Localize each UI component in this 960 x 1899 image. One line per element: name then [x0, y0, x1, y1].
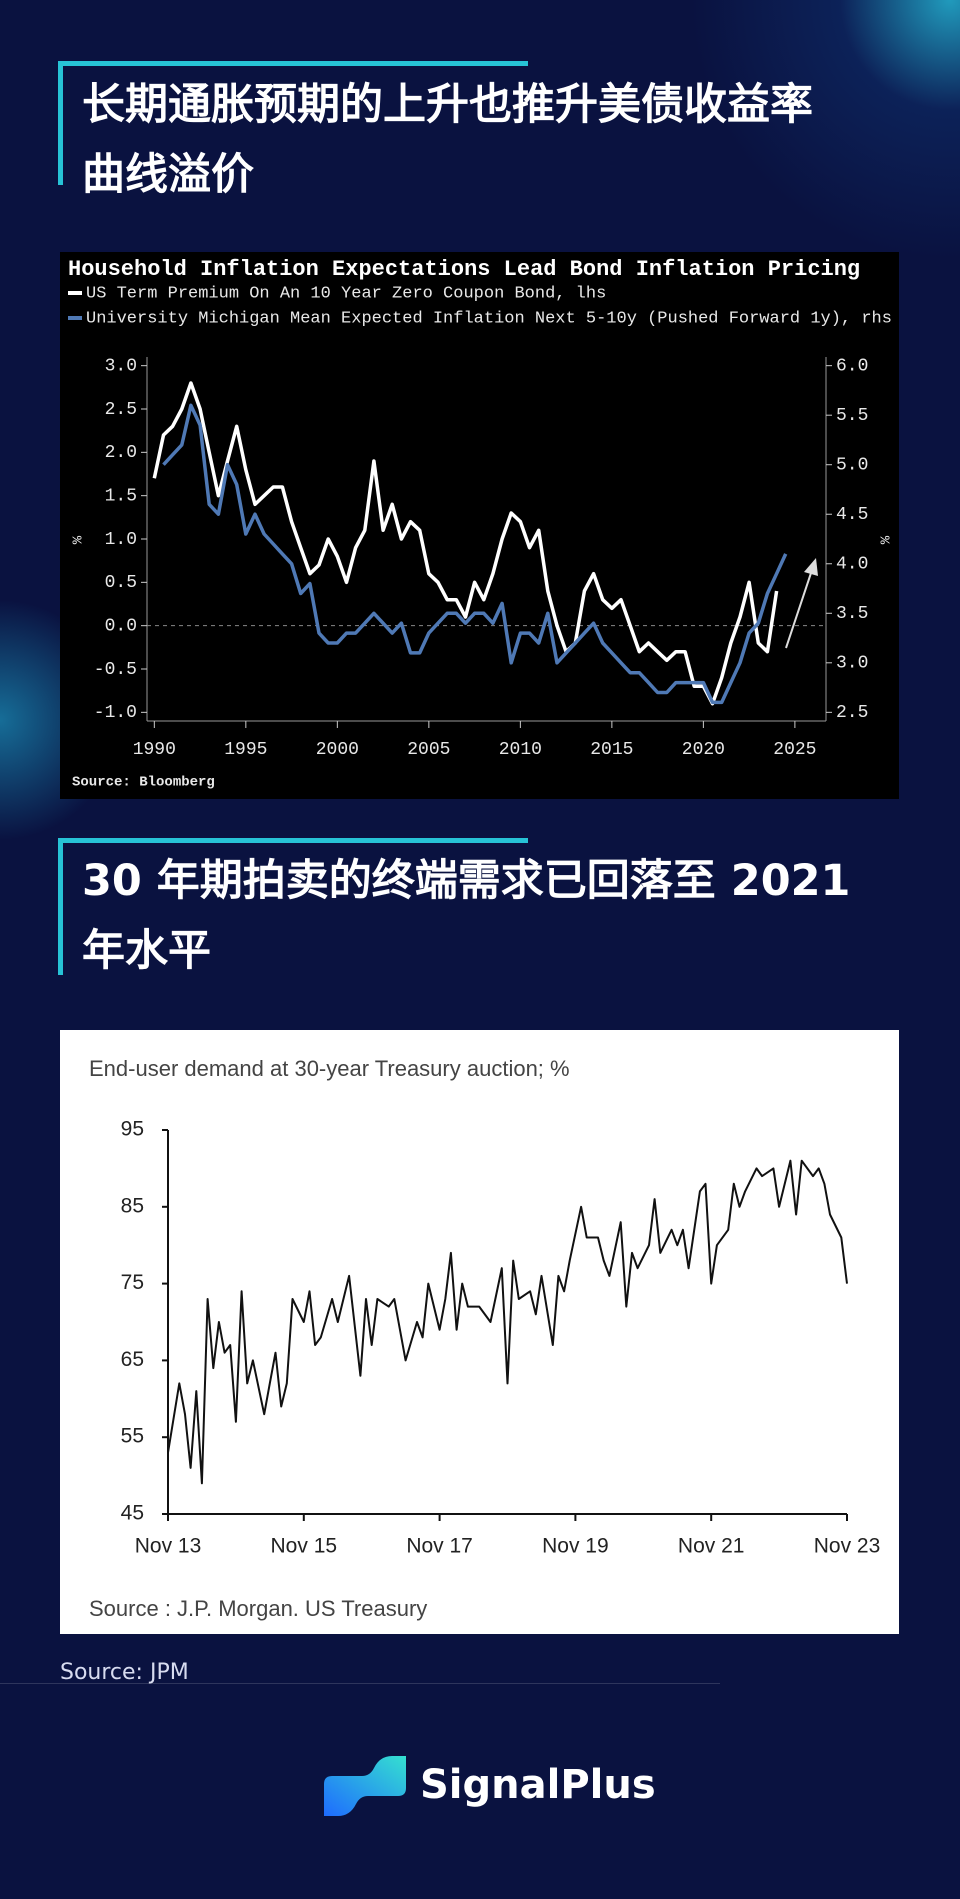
heading-line: 年水平	[82, 926, 211, 976]
x-tick-label: Nov 23	[814, 1535, 881, 1558]
y2-tick-label: 3.5	[836, 604, 868, 624]
y-tick-label: 2.0	[105, 443, 137, 463]
y-tick-label: 75	[121, 1271, 144, 1294]
x-tick-label: Nov 13	[135, 1535, 202, 1558]
heading-frame	[58, 61, 528, 66]
legend-label: University Michigan Mean Expected Inflat…	[86, 309, 892, 328]
source: Source : J.P. Morgan. US Treasury	[89, 1596, 427, 1621]
heading-frame	[58, 838, 528, 843]
source: Source: Bloomberg	[72, 775, 215, 791]
heading-line: 曲线溢价	[82, 150, 254, 200]
x-tick-label: 1990	[133, 740, 176, 760]
y-tick-label: 65	[121, 1348, 144, 1371]
chart-title: Household Inflation Expectations Lead Bo…	[68, 257, 860, 282]
y-tick-label: 95	[121, 1118, 144, 1141]
y-tick-label: 55	[121, 1425, 144, 1448]
y2-tick-label: 4.0	[836, 555, 868, 575]
y-tick-label: 45	[121, 1502, 144, 1525]
y2-tick-label: 5.0	[836, 455, 868, 475]
heading: 长期通胀预期的上升也推升美债收益率 曲线溢价	[82, 70, 813, 210]
y2-axis-label: %	[879, 535, 895, 544]
y-tick-label: 0.0	[105, 616, 137, 636]
x-tick-label: 1995	[224, 740, 267, 760]
x-tick-label: 2000	[316, 740, 359, 760]
y2-tick-label: 2.5	[836, 703, 868, 723]
heading: 30 年期拍卖的终端需求已回落至 2021 年水平	[82, 846, 850, 986]
y-tick-label: -0.5	[94, 660, 137, 680]
x-tick-label: Nov 17	[406, 1535, 473, 1558]
logo-icon	[324, 1756, 406, 1816]
series-line	[167, 1159, 848, 1485]
heading-line: 30 年期拍卖的终端需求已回落至 2021	[82, 856, 851, 906]
heading-bar	[58, 838, 63, 975]
x-tick-label: 2010	[499, 740, 542, 760]
y2-tick-label: 5.5	[836, 406, 868, 426]
arrow-head	[804, 558, 818, 576]
x-tick-label: Nov 19	[542, 1535, 609, 1558]
brand: SignalPlus	[420, 1762, 656, 1808]
y2-tick-label: 6.0	[836, 356, 868, 376]
y-tick-label: 85	[121, 1194, 144, 1217]
chart-title: End-user demand at 30-year Treasury auct…	[89, 1056, 570, 1081]
x-tick-label: 2005	[407, 740, 450, 760]
source: Source: JPM	[60, 1660, 189, 1685]
x-tick-label: 2015	[590, 740, 633, 760]
x-tick-label: Nov 15	[271, 1535, 338, 1558]
series-line	[162, 403, 788, 705]
chart-jpm: End-user demand at 30-year Treasury auct…	[60, 1030, 899, 1634]
y-tick-label: 1.5	[105, 486, 137, 506]
x-tick-label: 2020	[682, 740, 725, 760]
y-tick-label: 0.5	[105, 573, 137, 593]
divider	[0, 1683, 720, 1684]
y-tick-label: 3.0	[105, 356, 137, 376]
heading-line: 长期通胀预期的上升也推升美债收益率	[82, 80, 813, 130]
y-tick-label: -1.0	[94, 703, 137, 723]
y-tick-label: 1.0	[105, 530, 137, 550]
y2-tick-label: 4.5	[836, 505, 868, 525]
series-line	[152, 381, 779, 706]
y2-tick-label: 3.0	[836, 654, 868, 674]
legend-label: US Term Premium On An 10 Year Zero Coupo…	[86, 284, 606, 303]
y-tick-label: 2.5	[105, 400, 137, 420]
arrow	[785, 569, 813, 649]
heading-bar	[58, 61, 63, 185]
y-axis-label: %	[71, 535, 87, 544]
chart-bloomberg: Household Inflation Expectations Lead Bo…	[60, 252, 899, 799]
x-tick-label: Nov 21	[678, 1535, 745, 1558]
x-tick-label: 2025	[773, 740, 816, 760]
